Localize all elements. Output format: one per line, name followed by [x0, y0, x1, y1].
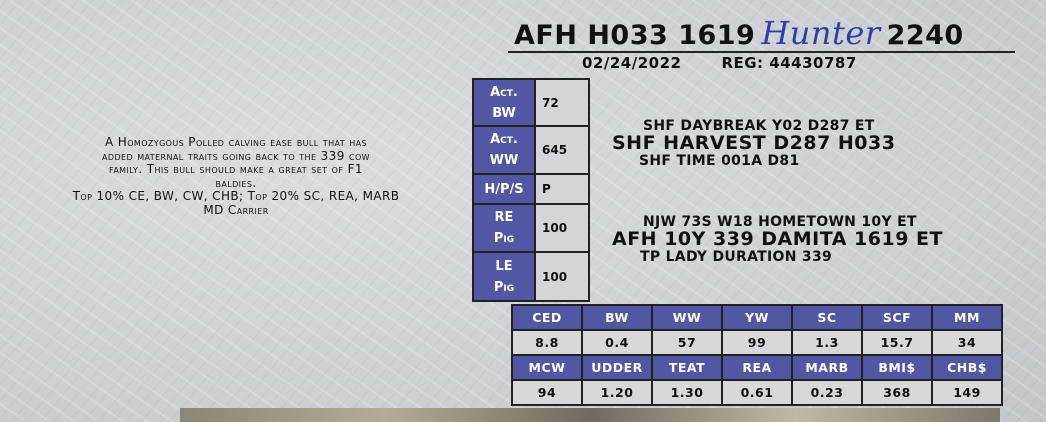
description-line: A Homozygous Polled calving ease bull th… [104, 135, 368, 149]
epd-table: CED BW WW YW SC SCF MM 8.8 0.4 57 99 1.3 15.7 34 MCW… [511, 304, 1003, 406]
description-line: Top 10% CE, BW, CW, CHB; Top 20% SC, REA… [72, 189, 400, 203]
actual-value: 72 [534, 78, 590, 127]
epd-value: 0.4 [581, 329, 653, 356]
actual-value: 100 [534, 203, 590, 253]
epd-header: MCW [511, 354, 583, 381]
sire-name: SHF HARVEST D287 H033 [612, 132, 896, 154]
actual-label: H/P/S [484, 181, 524, 197]
epd-value: 15.7 [861, 329, 933, 356]
title-suffix: 2240 [886, 20, 964, 51]
actual-label: Pig [493, 231, 515, 246]
actual-label: Act. [490, 132, 518, 147]
epd-header-row: MCW UDDER TEAT REA MARB BMI$ CHB$ [511, 354, 1003, 381]
title-name: Hunter [761, 14, 881, 52]
epd-value: 0.61 [721, 379, 793, 406]
epd-header: SCF [861, 304, 933, 331]
sire-sire: SHF DAYBREAK Y02 D287 ET [643, 118, 875, 134]
epd-header: WW [651, 304, 723, 331]
sire-dam: SHF TIME 001A D81 [639, 153, 800, 169]
actuals-table: Act. BW 72 Act. WW 645 H/P/S P RE Pig 100 LE Pig… [472, 78, 590, 302]
epd-header: MARB [791, 354, 863, 381]
table-row: Act. WW 645 [472, 125, 590, 175]
epd-value: 94 [511, 379, 583, 406]
epd-header-row: CED BW WW YW SC SCF MM [511, 304, 1003, 331]
epd-header: CHB$ [931, 354, 1003, 381]
actual-value: P [534, 173, 590, 205]
pedigree-dam-side: NJW 73S W18 HOMETOWN 10Y ET AFH 10Y 339 … [612, 214, 943, 265]
description-line: baldies. [215, 175, 257, 190]
title-divider [508, 51, 1015, 53]
epd-header: YW [721, 304, 793, 331]
epd-value-row: 94 1.20 1.30 0.61 0.23 368 149 [511, 379, 1003, 406]
actual-label: WW [489, 153, 519, 168]
description-line: family. This bull should make a great se… [109, 162, 363, 176]
actual-label: RE [494, 210, 514, 225]
epd-value: 1.20 [581, 379, 653, 406]
actual-label: LE [495, 258, 513, 274]
epd-value: 0.23 [791, 379, 863, 406]
actual-label: Pig [493, 279, 515, 295]
epd-header: REA [721, 354, 793, 381]
epd-header: BMI$ [861, 354, 933, 381]
epd-value-row: 8.8 0.4 57 99 1.3 15.7 34 [511, 329, 1003, 356]
epd-value: 99 [721, 329, 793, 356]
table-row: Act. BW 72 [472, 78, 590, 127]
actual-value: 645 [534, 125, 590, 175]
epd-header: CED [511, 304, 583, 331]
epd-value: 149 [931, 379, 1003, 406]
table-row: RE Pig 100 [472, 203, 590, 253]
dam-sire: NJW 73S W18 HOMETOWN 10Y ET [643, 214, 917, 230]
description: A Homozygous Polled calving ease bull th… [6, 135, 466, 217]
table-row: H/P/S P [472, 173, 590, 205]
dam-dam: TP LADY DURATION 339 [640, 249, 833, 265]
epd-header: TEAT [651, 354, 723, 381]
actual-label: BW [492, 105, 516, 121]
table-row: LE Pig 100 [472, 251, 590, 302]
title-prefix: AFH H033 1619 [514, 20, 756, 51]
epd-header: UDDER [581, 354, 653, 381]
epd-value: 34 [931, 329, 1003, 356]
actual-label: Act. [490, 84, 518, 100]
dam-name: AFH 10Y 339 DAMITA 1619 ET [612, 228, 943, 250]
birth-reg-line: 02/24/2022 REG: 44430787 [582, 54, 857, 72]
description-line: MD Carrier [203, 202, 269, 217]
actual-value: 100 [534, 251, 590, 302]
epd-value: 1.3 [791, 329, 863, 356]
epd-value: 8.8 [511, 329, 583, 356]
birth-date: 02/24/2022 [582, 54, 682, 72]
animal-title: AFH H033 1619 Hunter 2240 [514, 14, 1014, 52]
epd-value: 1.30 [651, 379, 723, 406]
epd-value: 368 [861, 379, 933, 406]
epd-value: 57 [651, 329, 723, 356]
epd-header: BW [581, 304, 653, 331]
bottom-photo-strip [180, 408, 1000, 422]
epd-header: MM [931, 304, 1003, 331]
epd-header: SC [791, 304, 863, 331]
pedigree-sire-side: SHF DAYBREAK Y02 D287 ET SHF HARVEST D28… [612, 118, 895, 169]
registration-number: REG: 44430787 [721, 54, 857, 72]
description-line: added maternal traits going back to the … [102, 148, 370, 163]
